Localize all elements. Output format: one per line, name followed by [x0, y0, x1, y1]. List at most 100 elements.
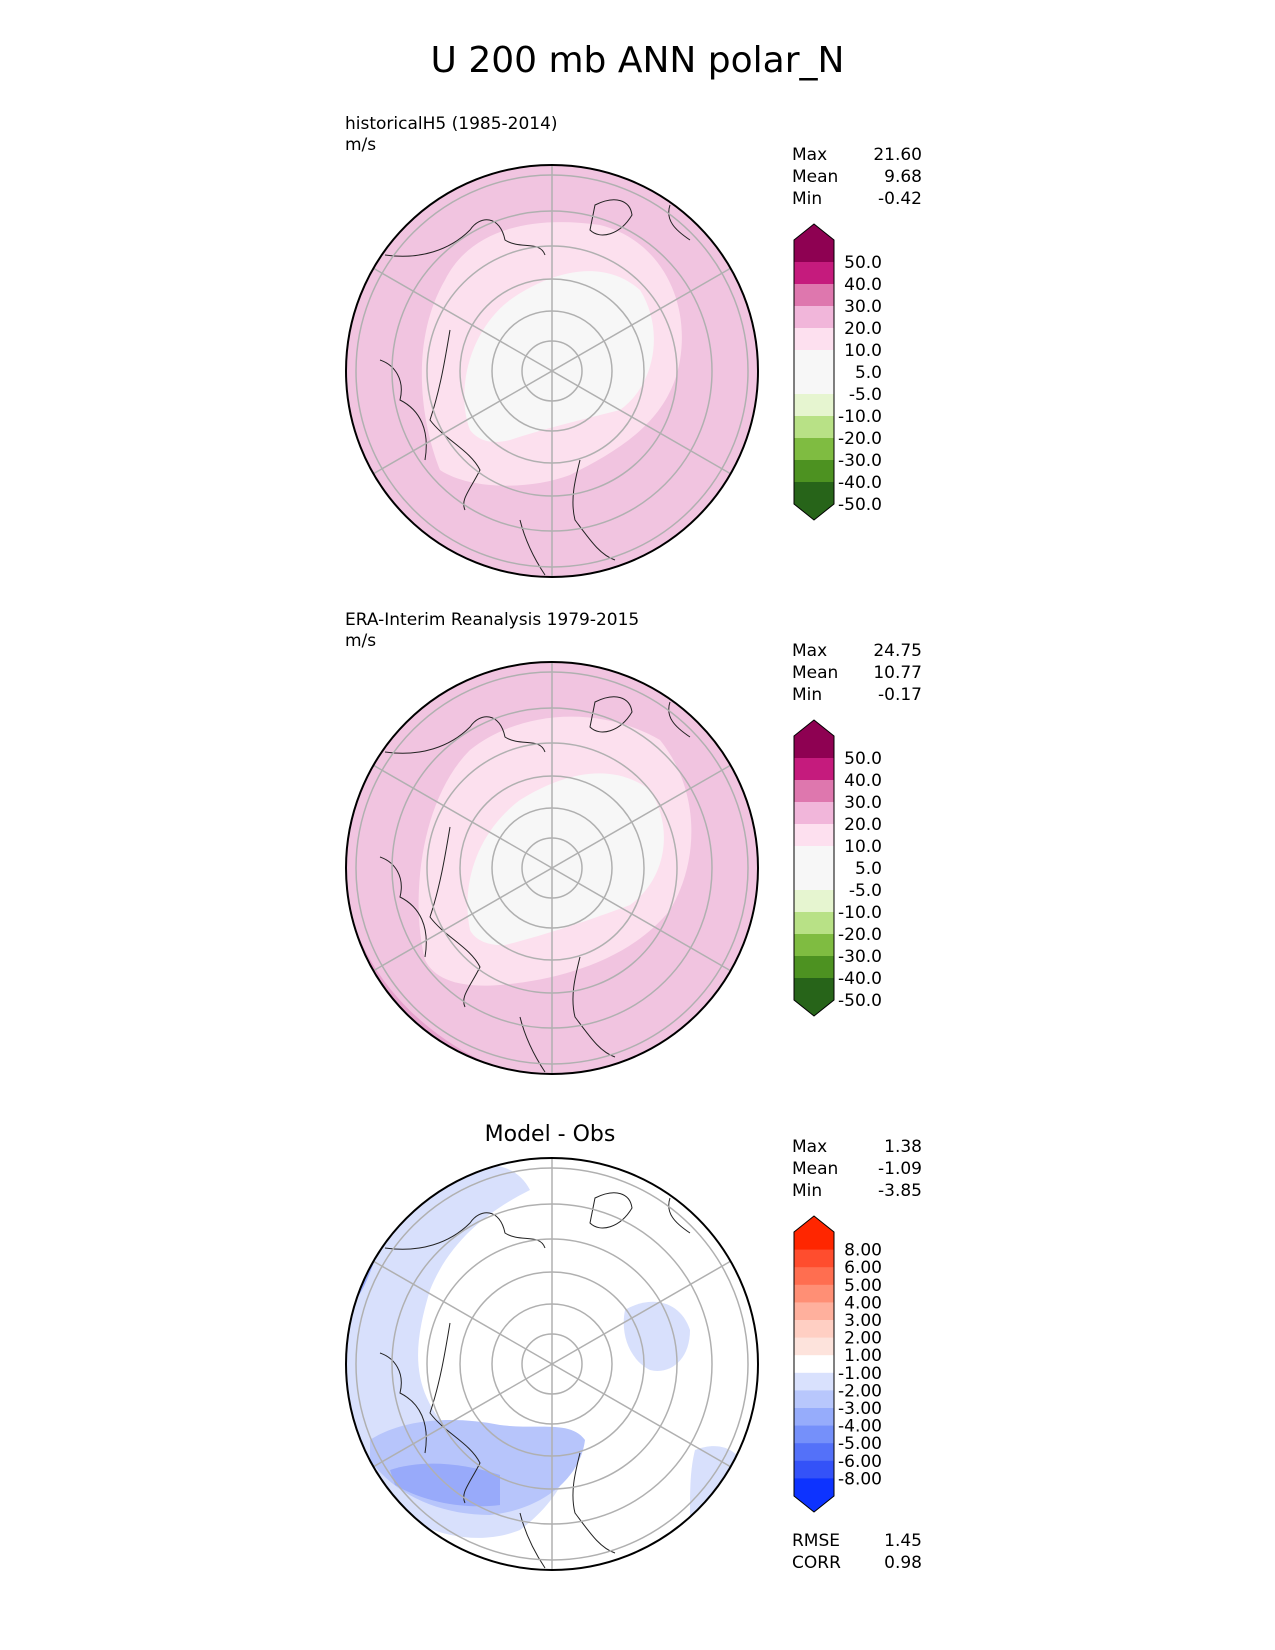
- colorbar-tick-label: 10.0: [844, 837, 882, 857]
- colorbar-swatch: [794, 736, 834, 759]
- stat-value: -0.17: [878, 685, 922, 705]
- panel-3-title: Model - Obs: [484, 1122, 616, 1147]
- panel-1-units: m/s: [345, 135, 377, 155]
- colorbar-swatch: [794, 1284, 834, 1303]
- panel-1-border: [345, 164, 759, 578]
- colorbar-swatch: [794, 1443, 834, 1462]
- colorbar-tick-label: 30.0: [844, 793, 882, 813]
- stat-label: Max: [792, 641, 828, 661]
- panel-1-title: historicalH5 (1985-2014) m/s: [345, 114, 558, 156]
- panel-2-colorbar: 50.040.030.020.010.05.0-5.0-10.0-20.0-30…: [793, 719, 882, 1017]
- metric-value: 0.98: [884, 1553, 922, 1573]
- colorbar-swatch: [794, 416, 834, 439]
- panel-1-colorbar: 50.040.030.020.010.05.0-5.0-10.0-20.0-30…: [793, 223, 882, 521]
- stat-value: -3.85: [878, 1181, 922, 1201]
- stat-label: Min: [792, 685, 823, 705]
- colorbar-swatch: [794, 978, 834, 1001]
- colorbar-swatch: [794, 956, 834, 979]
- colorbar-swatch: [794, 1425, 834, 1444]
- colorbar-tick-label: -5.0: [849, 881, 882, 901]
- colorbar-swatch: [794, 1390, 834, 1409]
- colorbar-tick-label: -4.00: [838, 1417, 882, 1437]
- panel-3-map: [346, 1158, 758, 1570]
- colorbar-swatch: [794, 372, 834, 395]
- colorbar-swatch: [794, 1460, 834, 1479]
- colorbar-tick-label: 30.0: [844, 297, 882, 317]
- colorbar-tick-label: -20.0: [838, 925, 882, 945]
- panel-2-units: m/s: [345, 631, 377, 651]
- metric-value: 1.45: [884, 1531, 922, 1551]
- colorbar-tick-label: -50.0: [838, 991, 882, 1011]
- panel-1-stats: Max 21.60 Mean 9.68 Min -0.42: [792, 144, 922, 210]
- colorbar-swatch: [794, 1337, 834, 1356]
- colorbar-swatch: [794, 890, 834, 913]
- colorbar-tick-label: 5.0: [855, 859, 882, 879]
- colorbar-swatch: [794, 284, 834, 307]
- colorbar-tick-label: -10.0: [838, 407, 882, 427]
- metric-label: RMSE: [792, 1531, 841, 1551]
- colorbar-tick-label: -10.0: [838, 903, 882, 923]
- stat-value: 1.38: [884, 1137, 922, 1157]
- colorbar-tick-label: -40.0: [838, 969, 882, 989]
- stat-value: 10.77: [873, 663, 922, 683]
- panel-2-title: ERA-Interim Reanalysis 1979-2015 m/s: [345, 610, 639, 652]
- colorbar-tick-label: 6.00: [844, 1258, 882, 1278]
- colorbar-outline: [793, 719, 835, 1017]
- panel-1-name: historicalH5 (1985-2014): [345, 114, 558, 134]
- colorbar-tick-label: 50.0: [844, 749, 882, 769]
- colorbar-tick-label: 8.00: [844, 1241, 882, 1261]
- colorbar-swatch: [794, 306, 834, 329]
- colorbar-swatch: [794, 1478, 834, 1497]
- colorbar-swatch: [794, 328, 834, 351]
- colorbar-tick-label: -40.0: [838, 473, 882, 493]
- colorbar-tick-label: 20.0: [844, 319, 882, 339]
- colorbar-tick-label: -50.0: [838, 495, 882, 515]
- colorbar-swatch: [794, 912, 834, 935]
- colorbar-swatch: [794, 1232, 834, 1251]
- colorbar-swatch: [794, 262, 834, 285]
- colorbar-tick-label: -3.00: [838, 1399, 882, 1419]
- stat-value: 24.75: [873, 641, 922, 661]
- colorbar-swatch: [794, 1302, 834, 1321]
- colorbar-tick-label: 5.00: [844, 1276, 882, 1296]
- panel-2-stats: Max 24.75 Mean 10.77 Min -0.17: [792, 640, 922, 706]
- stat-value: -0.42: [878, 189, 922, 209]
- colorbar-tick-label: -20.0: [838, 429, 882, 449]
- metric-label: CORR: [792, 1553, 841, 1573]
- colorbar-tick-label: -1.00: [838, 1364, 882, 1384]
- stat-value: -1.09: [878, 1159, 922, 1179]
- panel-2-name: ERA-Interim Reanalysis 1979-2015: [345, 610, 640, 630]
- colorbar-tick-label: -6.00: [838, 1452, 882, 1472]
- colorbar-tick-label: 40.0: [844, 275, 882, 295]
- colorbar-swatch: [794, 1355, 834, 1374]
- panel-2-border: [345, 661, 759, 1075]
- colorbar-tick-label: 4.00: [844, 1293, 882, 1313]
- stat-value: 9.68: [884, 167, 922, 187]
- colorbar-swatch: [794, 1320, 834, 1339]
- colorbar-swatch: [794, 1267, 834, 1286]
- colorbar-extend-max: [794, 1216, 834, 1232]
- colorbar-tick-label: 1.00: [844, 1346, 882, 1366]
- stat-label: Min: [792, 1181, 823, 1201]
- colorbar-swatch: [794, 824, 834, 847]
- colorbar-tick-label: -2.00: [838, 1381, 882, 1401]
- panel-3-border: [345, 1157, 759, 1571]
- colorbar-tick-label: -30.0: [838, 451, 882, 471]
- colorbar-swatch: [794, 780, 834, 803]
- graticule: [355, 165, 749, 1570]
- stat-label: Max: [792, 145, 828, 165]
- colorbar-tick-label: 20.0: [844, 815, 882, 835]
- colorbar-swatch: [794, 802, 834, 825]
- colorbar-swatch: [794, 758, 834, 781]
- colorbar-tick-label: -5.00: [838, 1434, 882, 1454]
- panel-3-colorbar: 8.006.005.004.003.002.001.00-1.00-2.00-3…: [793, 1215, 882, 1513]
- stat-value: 21.60: [873, 145, 922, 165]
- colorbar-tick-label: 5.0: [855, 363, 882, 383]
- stat-label: Max: [792, 1137, 828, 1157]
- figure-title: U 200 mb ANN polar_N: [430, 40, 845, 81]
- stat-label: Mean: [792, 167, 839, 187]
- colorbar-tick-label: 3.00: [844, 1311, 882, 1331]
- colorbar-tick-label: 50.0: [844, 253, 882, 273]
- colorbar-swatch: [794, 1249, 834, 1268]
